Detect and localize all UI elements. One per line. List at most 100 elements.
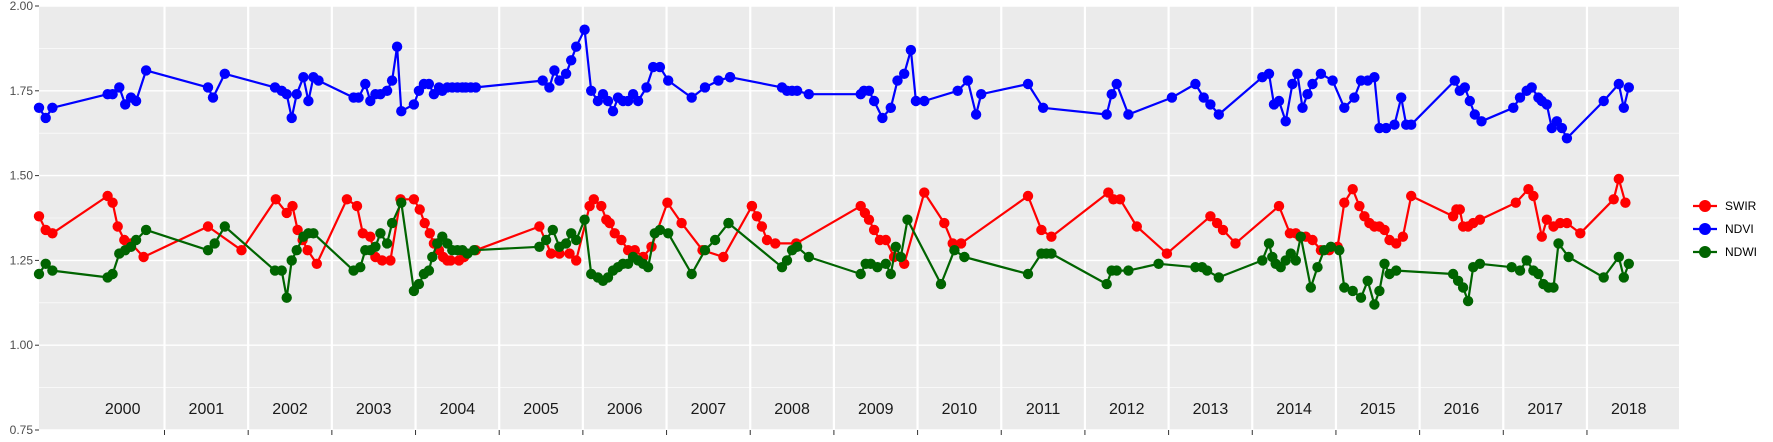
data-point: [281, 89, 292, 100]
data-point: [713, 75, 724, 86]
data-point: [1307, 78, 1318, 90]
year-label-2007: 2007: [691, 401, 727, 418]
data-point: [202, 221, 214, 232]
legend: SWIR NDVI NDWI: [1693, 199, 1757, 259]
data-point: [33, 268, 45, 280]
year-label-2016: 2016: [1444, 401, 1480, 418]
data-point: [899, 68, 910, 80]
data-point: [549, 65, 560, 76]
data-point: [880, 258, 891, 269]
data-point: [877, 112, 888, 124]
data-point: [1131, 221, 1143, 232]
data-point: [1280, 116, 1291, 127]
data-point: [130, 234, 142, 246]
data-point: [351, 200, 363, 212]
data-point: [1476, 116, 1487, 127]
data-point: [609, 228, 620, 239]
data-point: [341, 194, 353, 205]
data-point: [868, 95, 880, 107]
data-point: [571, 234, 582, 246]
data-point: [1205, 99, 1216, 110]
data-point: [396, 197, 407, 208]
data-point: [1406, 119, 1417, 130]
data-point: [602, 95, 614, 107]
data-point: [1213, 272, 1225, 283]
data-point: [1508, 102, 1519, 114]
data-point: [604, 217, 615, 229]
data-point: [386, 217, 398, 229]
data-point: [1307, 234, 1318, 246]
data-point: [47, 102, 58, 114]
data-point: [385, 255, 396, 266]
data-point: [1349, 92, 1360, 103]
gridlines: [39, 5, 1679, 431]
data-point: [1273, 200, 1285, 212]
series-layer: [33, 24, 1635, 310]
data-point: [547, 224, 558, 236]
data-point: [1205, 211, 1216, 222]
year-label-2002: 2002: [272, 401, 308, 418]
data-point: [396, 106, 407, 117]
data-point: [414, 204, 425, 215]
data-point: [560, 238, 572, 249]
data-point: [298, 72, 309, 83]
data-point: [424, 228, 435, 239]
data-point: [1613, 251, 1625, 263]
data-point: [40, 112, 51, 124]
series-ndvi: [33, 24, 736, 124]
data-point: [1548, 282, 1559, 293]
data-point: [803, 251, 814, 263]
data-point: [892, 75, 903, 86]
data-point: [676, 217, 687, 229]
data-point: [427, 251, 438, 263]
data-point: [470, 82, 481, 93]
data-point: [236, 245, 247, 256]
data-point: [219, 68, 230, 80]
data-point: [560, 68, 572, 80]
year-label-2018: 2018: [1611, 401, 1647, 418]
data-point: [1598, 95, 1609, 107]
data-point: [939, 217, 950, 229]
year-label-2017: 2017: [1527, 401, 1563, 418]
data-point: [1347, 184, 1358, 195]
y-tick-label-5: 2.00: [10, 0, 34, 13]
data-point: [1374, 285, 1385, 297]
data-point: [47, 228, 58, 239]
data-point: [949, 245, 960, 256]
data-point: [895, 251, 906, 263]
data-point: [445, 255, 456, 266]
data-point: [1449, 75, 1461, 86]
data-point: [1315, 68, 1327, 80]
data-point: [699, 82, 711, 93]
data-point: [1620, 197, 1631, 208]
data-point: [686, 268, 697, 280]
data-point: [955, 238, 967, 249]
data-point: [1046, 248, 1057, 259]
data-point: [375, 228, 386, 239]
data-point: [751, 211, 763, 222]
legend-label-ndwi: NDWI: [1725, 245, 1757, 259]
data-point: [1334, 245, 1345, 256]
data-point: [534, 221, 545, 232]
data-point: [291, 89, 302, 100]
year-label-2000: 2000: [105, 401, 141, 418]
data-point: [1459, 82, 1471, 93]
data-point: [47, 265, 58, 276]
data-point: [1369, 299, 1380, 310]
data-point: [962, 75, 973, 86]
data-point: [408, 99, 420, 110]
data-point: [1618, 102, 1630, 114]
data-point: [202, 82, 214, 93]
data-point: [370, 241, 381, 252]
data-point: [540, 234, 552, 246]
data-point: [756, 221, 768, 232]
data-point: [1391, 238, 1402, 249]
data-point: [724, 72, 736, 83]
data-point: [1123, 265, 1134, 276]
data-point: [1327, 75, 1338, 86]
data-point: [761, 234, 773, 246]
data-point: [1114, 194, 1126, 205]
data-point: [1474, 258, 1486, 269]
data-point: [1397, 231, 1409, 242]
data-point: [1355, 292, 1367, 303]
